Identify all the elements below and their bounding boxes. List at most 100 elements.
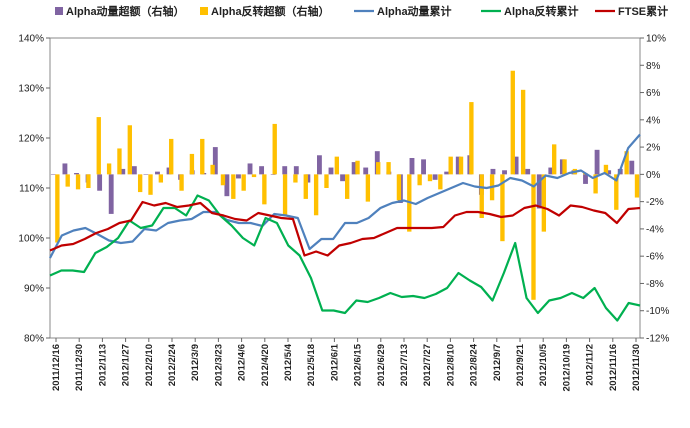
- x-axis-tick-label: 2012/3/9: [190, 344, 201, 381]
- bar-alpha-momentum: [363, 167, 369, 175]
- bar-alpha-reversal: [603, 164, 609, 175]
- bar-alpha-momentum: [513, 156, 519, 175]
- left-axis-tick-label: 140%: [18, 34, 44, 45]
- x-axis-tick-label: 2012/6/15: [353, 343, 364, 386]
- right-axis: -12% -10% -8% -6% -4% -2% 0% 2% 4% 6% 8% 10%: [640, 34, 669, 345]
- bar-alpha-reversal: [427, 174, 433, 182]
- bar-alpha-reversal: [355, 160, 360, 175]
- x-axis-tick-label: 2012/10/19: [561, 344, 572, 392]
- x-axis: 2011/12/16 2011/12/30 2012/1/13 2012/1/27 20…: [51, 338, 642, 392]
- bar-alpha-reversal: [614, 174, 619, 210]
- bar-alpha-momentum: [120, 168, 126, 175]
- bar-alpha-reversal: [303, 174, 308, 199]
- bar-alpha-momentum: [270, 174, 276, 175]
- x-axis-tick-label: 2012/6/29: [376, 344, 387, 386]
- bar-alpha-reversal: [376, 162, 381, 175]
- bar-alpha-reversal: [96, 117, 101, 175]
- bar-alpha-reversal: [593, 174, 598, 194]
- bar-alpha-momentum: [340, 174, 345, 182]
- x-axis-tick-label: 2012/11/30: [631, 344, 642, 391]
- bar-alpha-reversal: [251, 174, 257, 178]
- left-axis-tick-label: 80%: [24, 334, 44, 345]
- x-axis-tick-label: 2012/11/16: [608, 344, 619, 391]
- bar-alpha-reversal: [200, 138, 205, 175]
- bar-alpha-reversal: [127, 125, 132, 175]
- bar-alpha-reversal: [241, 174, 246, 191]
- bar-alpha-reversal: [448, 156, 453, 175]
- bar-alpha-reversal: [86, 174, 91, 188]
- bar-alpha-reversal: [365, 174, 371, 202]
- bar-alpha-momentum: [606, 170, 612, 175]
- right-axis-tick-label: 8%: [646, 61, 661, 72]
- x-axis-tick-label: 2012/2/24: [167, 343, 178, 386]
- left-axis-tick-label: 110%: [19, 184, 44, 195]
- right-axis-tick-label: -8%: [646, 279, 664, 290]
- bar-alpha-reversal: [438, 174, 443, 190]
- legend-label: Alpha动量超额（右轴）: [66, 4, 185, 18]
- bar-alpha-momentum: [131, 166, 137, 175]
- lines-layer: [49, 133, 641, 322]
- x-axis-tick-label: 2012/1/27: [121, 344, 132, 386]
- bar-alpha-momentum: [143, 174, 149, 175]
- legend-label: FTSE累计: [618, 4, 668, 18]
- bar-alpha-reversal: [137, 174, 143, 193]
- x-axis-tick-label: 2012/8/10: [445, 344, 456, 386]
- x-axis-tick-label: 2012/3/23: [213, 344, 224, 386]
- bar-alpha-reversal: [313, 174, 319, 216]
- bar-alpha-reversal: [75, 174, 81, 190]
- x-axis-tick-label: 2012/11/2: [585, 344, 596, 386]
- x-axis-tick-label: 2011/12/30: [74, 344, 85, 391]
- bar-alpha-reversal: [624, 151, 629, 175]
- bar-alpha-reversal: [55, 174, 60, 243]
- bar-alpha-reversal: [324, 174, 329, 188]
- right-axis-tick-label: 4%: [646, 115, 661, 126]
- bar-alpha-momentum: [409, 158, 415, 175]
- line-alpha-reversal-cumulative: [49, 194, 641, 322]
- legend-swatch-bar: [200, 7, 208, 15]
- x-axis-tick-label: 2012/8/24: [469, 343, 480, 386]
- left-axis: 80% 90% 100% 110% 120% 130% 140%: [18, 34, 50, 345]
- bar-alpha-momentum: [583, 174, 588, 184]
- right-axis-tick-label: -10%: [646, 306, 669, 317]
- bar-alpha-reversal: [293, 174, 298, 183]
- bar-alpha-reversal: [386, 162, 391, 175]
- x-axis-tick-label: 2012/6/1: [329, 343, 340, 381]
- bar-alpha-reversal: [169, 138, 174, 175]
- right-axis-tick-label: 6%: [646, 88, 661, 99]
- bar-alpha-momentum: [536, 174, 542, 209]
- bar-alpha-reversal: [189, 153, 195, 175]
- right-axis-tick-label: 10%: [646, 34, 666, 45]
- x-axis-tick-label: 2012/7/27: [422, 344, 433, 386]
- line-ftse-cumulative: [49, 200, 641, 257]
- legend-swatch-bar: [55, 7, 63, 15]
- bar-alpha-momentum: [62, 163, 68, 175]
- line-alpha-momentum-cumulative: [49, 133, 641, 259]
- bar-alpha-reversal: [500, 174, 505, 242]
- bar-alpha-momentum: [293, 166, 299, 175]
- bar-alpha-reversal: [531, 174, 536, 300]
- bar-alpha-momentum: [548, 167, 554, 175]
- x-axis-tick-label: 2012/1/13: [97, 344, 108, 386]
- x-axis-tick-label: 2012/4/20: [260, 344, 271, 386]
- right-axis-tick-label: 0%: [646, 170, 661, 181]
- bars-layer: [50, 70, 640, 300]
- left-axis-tick-label: 130%: [18, 84, 44, 95]
- bar-alpha-reversal: [262, 174, 267, 205]
- legend-label: Alpha反转累计: [504, 4, 579, 18]
- x-axis-tick-label: 2012/5/4: [283, 343, 294, 381]
- bar-alpha-reversal: [634, 174, 640, 198]
- left-axis-tick-label: 120%: [18, 134, 44, 145]
- bar-alpha-reversal: [282, 174, 288, 216]
- bar-alpha-reversal: [220, 174, 226, 186]
- bar-alpha-momentum: [444, 171, 450, 175]
- bar-alpha-reversal: [479, 174, 484, 218]
- x-axis-tick-label: 2012/7/13: [399, 344, 410, 386]
- bar-alpha-momentum: [259, 166, 265, 175]
- bar-alpha-reversal: [148, 174, 153, 195]
- right-axis-tick-label: -4%: [646, 224, 664, 235]
- bar-alpha-reversal: [272, 123, 277, 175]
- x-axis-tick-label: 2012/5/18: [306, 344, 317, 386]
- right-axis-tick-label: -12%: [646, 334, 669, 345]
- bar-alpha-reversal: [396, 174, 402, 201]
